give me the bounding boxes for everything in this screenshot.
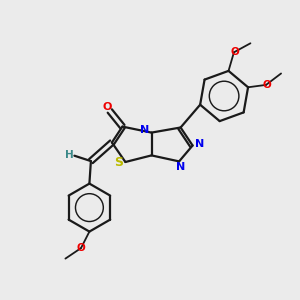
Text: O: O xyxy=(262,80,271,90)
Text: N: N xyxy=(140,125,149,135)
Text: O: O xyxy=(102,102,112,112)
Text: H: H xyxy=(65,150,74,161)
Text: O: O xyxy=(230,47,239,57)
Text: N: N xyxy=(176,162,185,172)
Text: S: S xyxy=(114,156,123,169)
Text: N: N xyxy=(195,139,204,149)
Text: O: O xyxy=(76,243,85,254)
